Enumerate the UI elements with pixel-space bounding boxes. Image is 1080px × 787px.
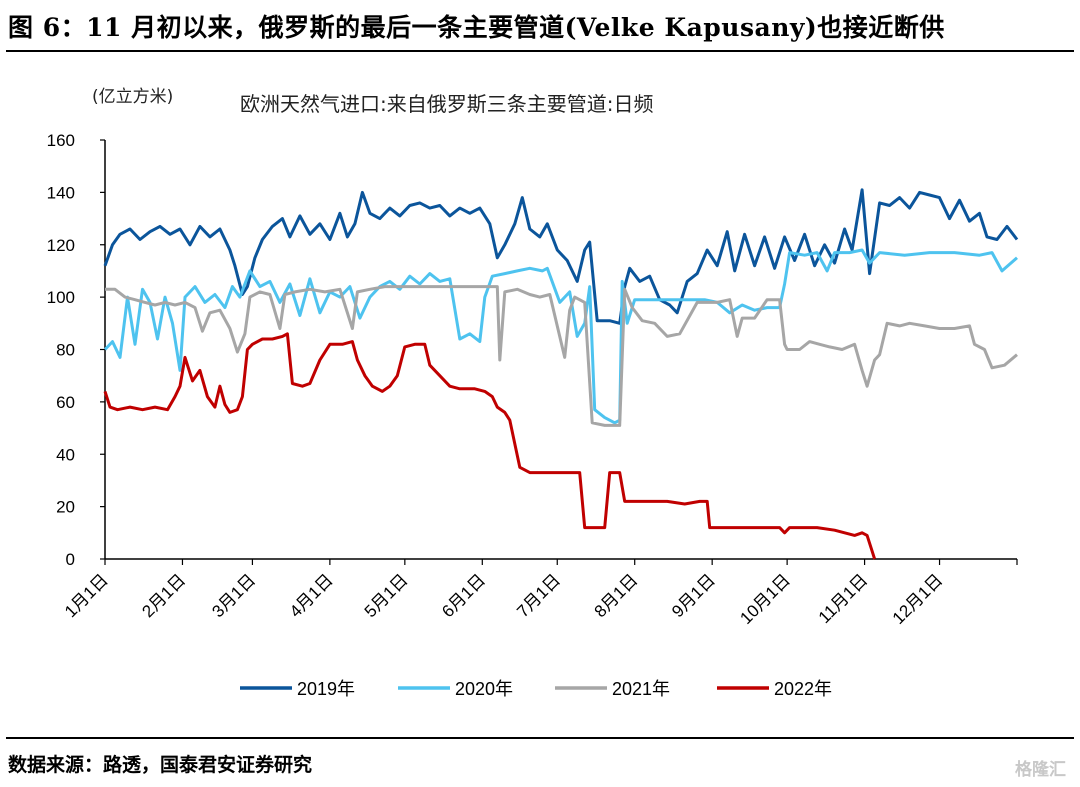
series-line-2022 [103, 332, 877, 560]
legend-item-2021: 2021年 [555, 679, 670, 699]
series-line-2021 [105, 285, 1018, 427]
y-tick-label: 160 [47, 131, 75, 150]
x-tick-label: 5月1日 [361, 570, 412, 621]
y-axis-unit-label: (亿立方米) [92, 87, 173, 107]
x-tick-label: 8月1日 [591, 570, 642, 621]
y-tick-label: 20 [56, 498, 75, 517]
chart-title: 欧洲天然气进口:来自俄罗斯三条主要管道:日频 [240, 92, 653, 116]
y-tick-label: 60 [56, 393, 75, 412]
legend-label: 2020年 [455, 679, 513, 699]
title-divider [6, 50, 1074, 52]
x-tick-label: 4月1日 [286, 570, 337, 621]
x-tick-label: 10月1日 [736, 570, 794, 628]
x-tick-label: 3月1日 [208, 570, 259, 621]
x-tick-label: 9月1日 [668, 570, 719, 621]
x-tick-label: 11月1日 [815, 570, 872, 627]
legend-label: 2022年 [774, 679, 832, 699]
x-tick-label: 7月1日 [513, 570, 564, 621]
y-tick-label: 120 [47, 236, 75, 255]
figure-title: 图 6：11 月初以来，俄罗斯的最后一条主要管道(Velke Kapusany)… [8, 13, 945, 42]
y-tick-label: 140 [47, 183, 75, 202]
x-tick-label: 6月1日 [438, 570, 489, 621]
x-tick-label: 2月1日 [138, 570, 189, 621]
legend-label: 2021年 [612, 679, 670, 699]
data-source: 数据来源：路透，国泰君安证券研究 [8, 754, 313, 776]
series-line-2020 [103, 248, 1018, 425]
legend-item-2019: 2019年 [240, 679, 355, 699]
legend-label: 2019年 [297, 679, 355, 699]
y-tick-label: 0 [66, 550, 75, 569]
footer-divider [6, 737, 1074, 739]
watermark-logo: 格隆汇 [1015, 760, 1066, 780]
x-tick-label: 1月1日 [61, 570, 112, 621]
x-tick-label: 12月1日 [889, 570, 947, 628]
legend-item-2022: 2022年 [717, 679, 832, 699]
y-tick-label: 80 [56, 341, 75, 360]
y-tick-label: 100 [47, 288, 75, 307]
y-tick-label: 40 [56, 445, 75, 464]
legend-item-2020: 2020年 [398, 679, 513, 699]
